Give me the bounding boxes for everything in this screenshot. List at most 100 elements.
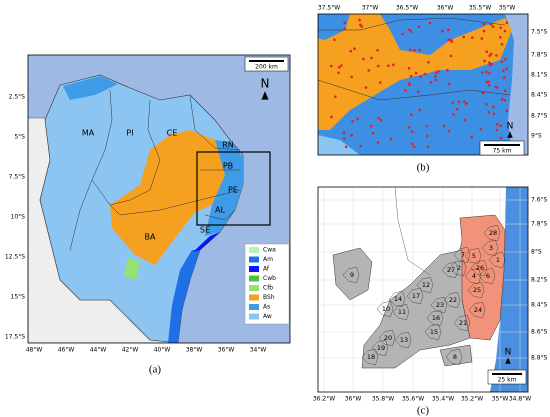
station-dot (434, 71, 438, 74)
station-dot (491, 25, 495, 29)
station-dot (359, 144, 363, 148)
station-dot (452, 113, 455, 116)
station-dot (340, 64, 343, 67)
station-dot (434, 75, 437, 78)
municipality (445, 348, 463, 366)
legend-label: Cwa (263, 247, 276, 254)
municipality-label: 3 (489, 244, 493, 252)
lat-tick-label: 7.5°S (531, 29, 548, 36)
station-dot (488, 84, 491, 87)
station-dot (370, 56, 373, 60)
station-dot (447, 28, 450, 32)
lon-tick-label: 37°W (362, 5, 379, 12)
station-dot (487, 80, 490, 84)
municipality (478, 267, 496, 285)
north-arrow (507, 131, 513, 138)
station-dot (485, 70, 488, 74)
lon-tick-label: 35°W (499, 5, 516, 12)
station-dot (501, 69, 505, 72)
state-label: PI (126, 129, 133, 138)
station-dot (485, 102, 488, 106)
station-dot (418, 108, 421, 112)
lon-tick-label: 36°W (437, 5, 454, 12)
legend-label: As (263, 304, 270, 311)
legend-swatch (249, 304, 259, 310)
municipality (449, 259, 467, 277)
station-dot (447, 38, 450, 41)
station-dot (462, 35, 466, 39)
lon-tick-label: 34.8°W (509, 396, 531, 403)
station-dot (499, 35, 502, 39)
lat-tick-label: 2.5°S (9, 94, 26, 101)
scale-bar-label: 75 km (493, 148, 512, 155)
municipality-label: 12 (422, 281, 430, 289)
municipality-label: 18 (367, 353, 375, 361)
station-dot (456, 108, 459, 111)
station-dot (488, 63, 492, 67)
municipality-label: 19 (377, 344, 385, 352)
municipality (392, 303, 410, 321)
station-dot (502, 76, 506, 79)
lat-tick-label: 7.8°S (531, 52, 548, 59)
legend-label: BSh (263, 294, 275, 301)
municipality-label: 10 (382, 305, 390, 313)
station-dot (392, 63, 395, 67)
station-dot (349, 49, 353, 53)
lat-tick-label: 8.6°S (531, 329, 548, 336)
state-label: AL (215, 206, 225, 215)
municipality (453, 314, 471, 332)
station-dot (370, 125, 373, 128)
station-dot (410, 130, 414, 133)
station-dot (488, 71, 491, 75)
station-dot (488, 61, 491, 64)
station-dot (482, 22, 485, 26)
municipality-label: 22 (449, 296, 457, 304)
station-dot (447, 130, 451, 133)
lon-tick-label: 35.5°W (469, 5, 491, 12)
station-dot (480, 37, 484, 40)
station-dot (376, 49, 379, 52)
scale-bar-label: 200 km (255, 64, 278, 71)
municipality-label: 17 (412, 292, 420, 300)
station-dot (343, 137, 346, 140)
lon-tick-label: 35°W (492, 396, 509, 403)
station-dot (330, 115, 333, 119)
station-dot (377, 116, 381, 120)
municipality-label: 25 (473, 286, 481, 294)
station-dot (338, 65, 341, 69)
station-dot (376, 64, 380, 68)
north-label: N (261, 77, 270, 91)
station-dot (353, 47, 356, 50)
lat-tick-label: 8.4°S (531, 302, 548, 309)
station-dot (503, 99, 507, 102)
lon-tick-label: 36°W (218, 347, 235, 354)
station-dot (482, 91, 485, 94)
station-dot (419, 75, 422, 79)
legend-swatch (249, 294, 259, 301)
state-label: CE (167, 129, 178, 138)
station-dot (367, 69, 371, 72)
station-dot (342, 131, 346, 135)
municipality (388, 290, 406, 308)
state-label: PE (228, 186, 238, 195)
municipality-label: 11 (398, 308, 406, 316)
municipality-label: 20 (384, 334, 392, 342)
north-arrow (261, 91, 269, 100)
municipality-label: 15 (430, 328, 438, 336)
lat-tick-label: 7.6°S (531, 197, 548, 204)
station-dot (491, 105, 495, 109)
municipality (376, 300, 394, 318)
north-label: N (505, 348, 512, 358)
panel-caption: (a) (149, 364, 162, 376)
lat-tick-label: 7.8°S (531, 221, 548, 228)
station-dot (451, 101, 454, 105)
municipality (441, 261, 459, 279)
station-dot (434, 78, 438, 82)
municipality (406, 287, 424, 305)
lat-tick-label: 8°S (531, 249, 542, 256)
lat-tick-label: 17.5°S (5, 334, 25, 341)
station-dot (427, 61, 430, 64)
station-dot (481, 71, 484, 74)
station-dot (371, 131, 375, 135)
